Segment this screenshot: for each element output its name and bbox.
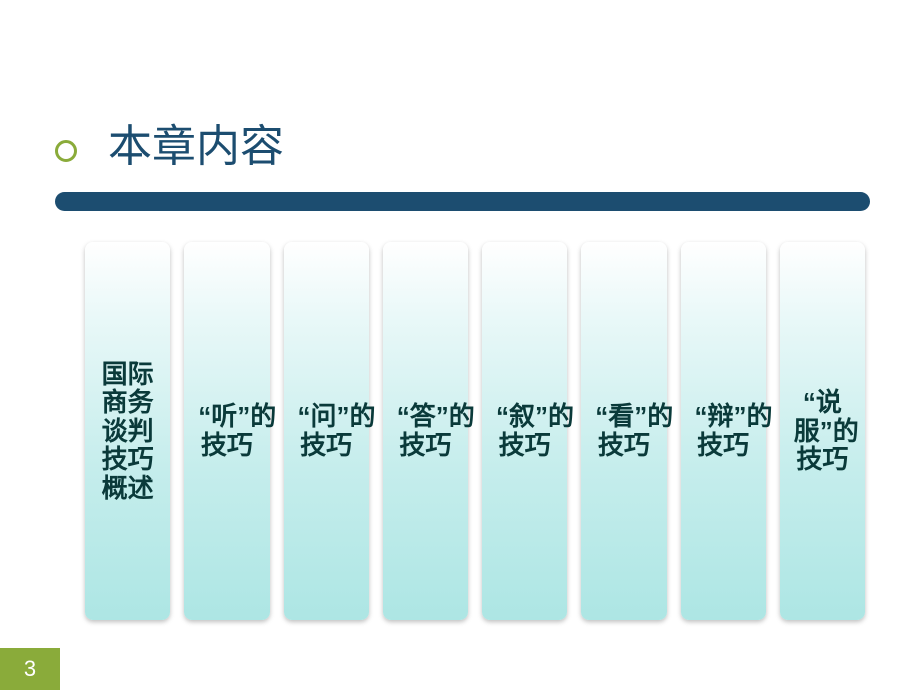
card-label: 国际商务谈判技巧概述 [99,360,156,503]
card-label: “看”的技巧 [595,402,652,459]
page-title: 本章内容 [108,110,870,174]
card-listen: “听”的技巧 [184,242,269,620]
page-number: 3 [24,656,36,682]
card-answer: “答”的技巧 [383,242,468,620]
card-label: “问”的技巧 [298,402,355,459]
header: 本章内容 [80,110,870,174]
card-label: “辩”的技巧 [695,402,752,459]
card-label: “答”的技巧 [397,402,454,459]
card-overview: 国际商务谈判技巧概述 [85,242,170,620]
title-underline [55,192,870,211]
slide: 本章内容 国际商务谈判技巧概述 “听”的技巧 “问”的技巧 “答”的技巧 “叙”… [0,0,920,690]
card-label: “听”的技巧 [198,402,255,459]
card-label: “叙”的技巧 [496,402,553,459]
card-label: “说服”的技巧 [794,388,851,474]
card-observe: “看”的技巧 [581,242,666,620]
page-number-badge: 3 [0,648,60,690]
card-ask: “问”的技巧 [284,242,369,620]
cards-row: 国际商务谈判技巧概述 “听”的技巧 “问”的技巧 “答”的技巧 “叙”的技巧 “… [85,242,865,620]
card-persuade: “说服”的技巧 [780,242,865,620]
card-narrate: “叙”的技巧 [482,242,567,620]
card-debate: “辩”的技巧 [681,242,766,620]
title-bullet-icon [55,140,77,162]
